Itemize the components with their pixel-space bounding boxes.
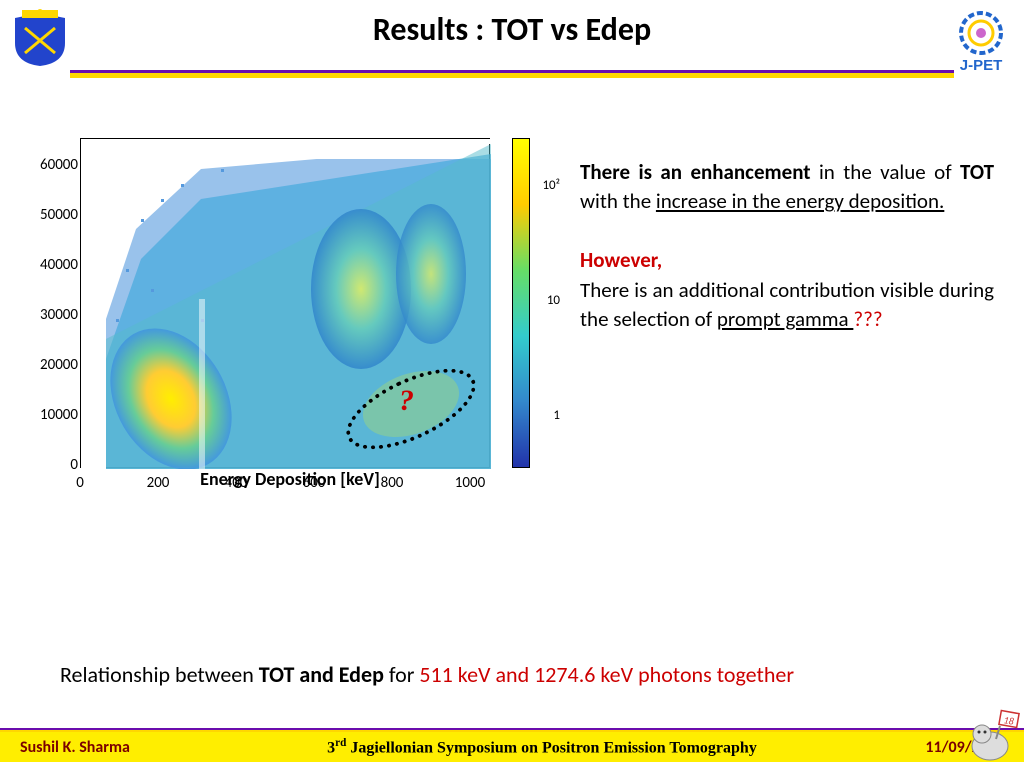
x-tick: 0 <box>76 474 84 492</box>
slide-title: Results : TOT vs Edep <box>0 0 1024 49</box>
question-red: ??? <box>853 306 882 332</box>
colorbar-tick: 1 <box>553 408 560 423</box>
mascot-icon: 18 <box>962 704 1022 764</box>
caption-pre: Relationship between <box>60 661 259 688</box>
caption-bold: TOT and Edep <box>259 661 384 688</box>
x-tick: 1000 <box>455 474 485 492</box>
annotation-question-mark: ? <box>399 384 414 418</box>
ord-sup: rd <box>335 737 346 749</box>
tot-bold: TOT <box>960 159 994 185</box>
scatter-chart: Time over Thresholds [ ps ] <box>20 128 560 528</box>
slide-footer: Sushil K. Sharma 3rd Jagiellonian Sympos… <box>0 728 1024 768</box>
energy-underline: increase in the energy deposition. <box>656 188 944 214</box>
x-tick: 200 <box>147 474 170 492</box>
footer-bar: Sushil K. Sharma 3rd Jagiellonian Sympos… <box>0 732 1024 762</box>
y-tick: 40000 <box>38 256 78 274</box>
caption-mid: for <box>384 661 419 688</box>
y-tick: 50000 <box>38 206 78 224</box>
plot-frame: ? <box>80 138 490 468</box>
y-tick: 10000 <box>38 406 78 424</box>
description-text: There is an enhancement in the value of … <box>575 128 1004 528</box>
txt: with the <box>580 188 656 214</box>
prompt-underline: prompt gamma <box>717 306 854 332</box>
institution-logo <box>10 8 70 68</box>
x-axis-label: Energy Deposition [keV] <box>200 468 380 490</box>
footer-conference: 3rd Jagiellonian Symposium on Positron E… <box>220 737 864 757</box>
colorbar <box>512 138 530 468</box>
colorbar-tick: 10² <box>542 178 560 193</box>
chart-caption: Relationship between TOT and Edep for 51… <box>60 661 794 688</box>
txt: in the value of <box>819 159 960 185</box>
y-tick: 0 <box>38 456 78 474</box>
enhance-bold: There is an enhancement <box>580 159 811 185</box>
y-tick: 60000 <box>38 156 78 174</box>
caption-red: 511 keV and 1274.6 keV photons together <box>419 661 794 688</box>
y-tick: 20000 <box>38 356 78 374</box>
ord: 3 <box>327 739 335 756</box>
footer-author: Sushil K. Sharma <box>20 738 220 757</box>
y-tick: 30000 <box>38 306 78 324</box>
svg-text:J-PET: J-PET <box>960 57 1003 74</box>
however-red: However, <box>580 247 662 273</box>
content-area: Time over Thresholds [ ps ] <box>0 78 1024 548</box>
x-tick: 800 <box>381 474 404 492</box>
slide-header: Results : TOT vs Edep J-PET <box>0 0 1024 70</box>
jpet-logo: J-PET <box>946 8 1016 78</box>
conf-name: Jagiellonian Symposium on Positron Emiss… <box>346 739 756 756</box>
colorbar-tick: 10 <box>547 293 560 308</box>
